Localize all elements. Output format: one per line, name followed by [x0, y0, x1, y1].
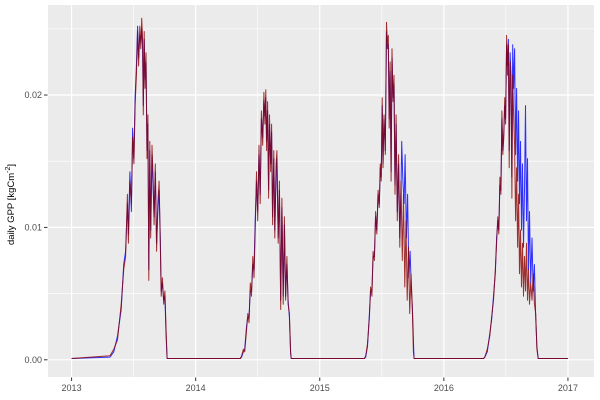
x-axis-tick-label: 2016 — [434, 383, 454, 393]
y-axis-tick-label: 0.02 — [24, 90, 42, 100]
x-axis-tick-label: 2013 — [62, 383, 82, 393]
x-axis-tick-label: 2017 — [558, 383, 578, 393]
plot-panel — [48, 5, 594, 377]
x-axis-tick-label: 2015 — [310, 383, 330, 393]
y-axis-title: daily GPP [kgCm-2] — [5, 164, 17, 245]
y-axis-tick-label: 0.00 — [24, 355, 42, 365]
dark-red-series-line — [71, 17, 568, 359]
y-axis-tick-label: 0.01 — [24, 222, 42, 232]
x-axis-tick-label: 2014 — [186, 383, 206, 393]
